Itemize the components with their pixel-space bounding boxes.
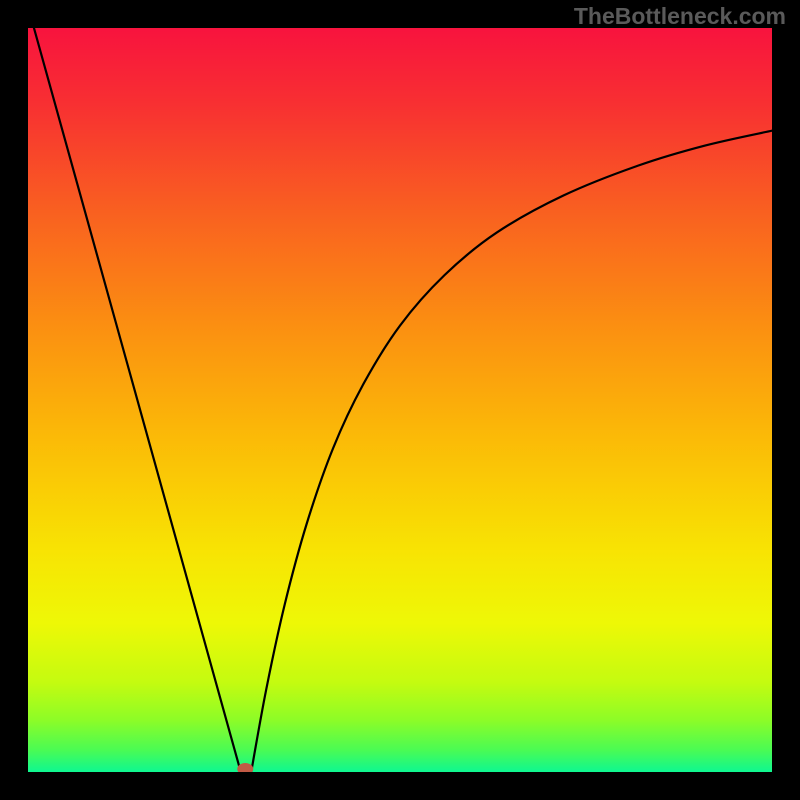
gradient-background: [28, 28, 772, 772]
watermark-text: TheBottleneck.com: [574, 3, 786, 30]
chart-container: TheBottleneck.com: [0, 0, 800, 800]
plot-svg: [28, 28, 772, 772]
plot-area: [28, 28, 772, 772]
